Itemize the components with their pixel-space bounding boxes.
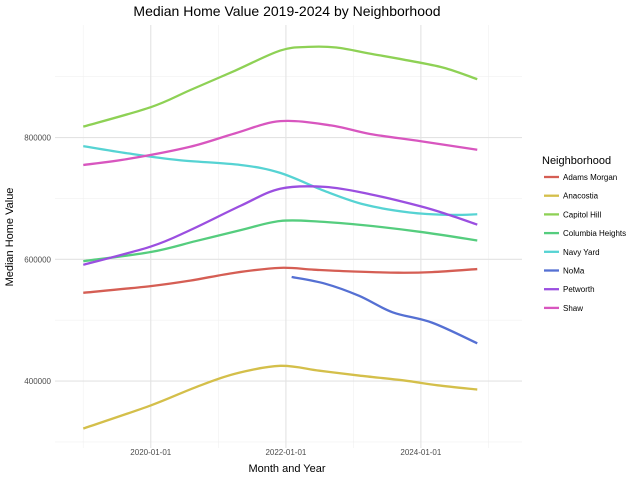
x-tick-label: 2022-01-01	[265, 448, 306, 457]
legend-label-columbia-heights: Columbia Heights	[563, 229, 626, 238]
legend-label-navy-yard: Navy Yard	[563, 248, 600, 257]
y-tick-label: 800000	[24, 134, 51, 143]
series-line-anacostia	[82, 364, 478, 430]
legend-items: Adams Morgan Anacostia Capitol Hill Columbi…	[544, 173, 626, 313]
series-line-noma	[291, 275, 478, 345]
legend-label-anacostia: Anacostia	[563, 192, 599, 201]
chart-title: Median Home Value 2019-2024 by Neighborh…	[133, 3, 440, 19]
x-axis-title: Month and Year	[248, 463, 325, 475]
series-line-petworth	[82, 185, 478, 266]
major-gridlines	[55, 25, 522, 448]
y-tick-label: 400000	[24, 377, 51, 386]
series-line-shaw	[83, 119, 478, 167]
x-tick-labels: 2020-01-01 2022-01-01 2024-01-01	[130, 448, 442, 457]
legend-label-adams-morgan: Adams Morgan	[563, 173, 617, 182]
series-line-adams-morgan	[83, 266, 478, 294]
series-lines	[82, 45, 478, 430]
y-tick-labels: 400000 600000 800000	[24, 134, 51, 386]
y-axis-title: Median Home Value	[4, 188, 16, 287]
x-tick-label: 2024-01-01	[400, 448, 441, 457]
x-tick-label: 2020-01-01	[130, 448, 171, 457]
legend-label-petworth: Petworth	[563, 285, 595, 294]
series-line-columbia-heights	[83, 219, 478, 263]
legend-label-noma: NoMa	[563, 267, 585, 276]
series-line-capitol-hill	[82, 45, 478, 128]
y-tick-label: 600000	[24, 255, 51, 264]
series-line-navy-yard	[83, 144, 478, 217]
legend-label-shaw: Shaw	[563, 304, 583, 313]
legend-title: Neighborhood	[542, 155, 611, 167]
legend: Neighborhood Adams Morgan Anacostia Capito…	[542, 155, 626, 313]
legend-label-capitol-hill: Capitol Hill	[563, 210, 601, 219]
